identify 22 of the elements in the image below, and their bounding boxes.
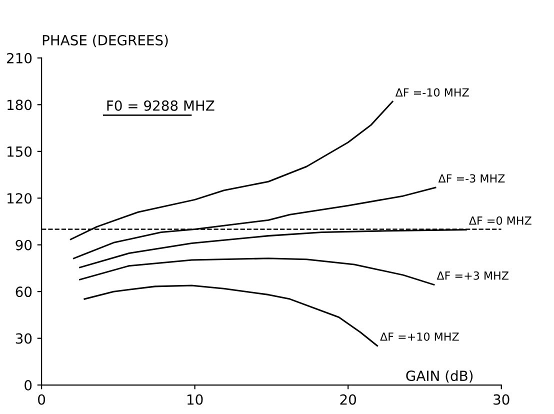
y-tick-label: 0 [24, 380, 32, 390]
x-tick-label: 20 [340, 394, 356, 405]
series-label: ΔF =0 MHZ [468, 216, 532, 225]
y-tick-label: 60 [16, 286, 32, 298]
y-tick-label: 30 [16, 333, 32, 344]
y-axis-title: PHASE (DEGREES) [42, 34, 168, 48]
y-tick-label: 90 [16, 240, 32, 250]
y-tick-label: 120 [8, 193, 32, 204]
line-series [84, 284, 378, 347]
x-tick-label: 10 [188, 394, 203, 405]
series-label: ΔF =-3 MHZ [438, 174, 505, 183]
line-series [79, 258, 435, 286]
y-tick-label: 150 [8, 146, 32, 157]
series-label: ΔF =+3 MHZ [436, 271, 509, 280]
y-tick-label: 210 [7, 52, 32, 64]
series-label: ΔF =-10 MHZ [395, 88, 469, 97]
x-axis-title: GAIN (dB) [406, 370, 473, 383]
y-tick-label: 180 [8, 100, 32, 110]
annotation: F0 = 9288 MHZ [107, 100, 214, 111]
x-tick-label: 30 [494, 394, 510, 405]
series-label: ΔF =+10 MHZ [380, 332, 459, 341]
x-tick-label: 0 [38, 394, 46, 405]
